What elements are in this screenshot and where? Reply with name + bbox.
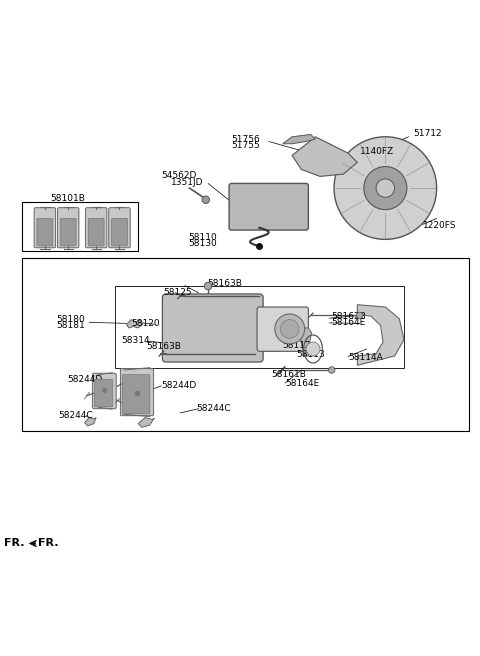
Circle shape — [202, 196, 209, 203]
Text: 51712: 51712 — [413, 129, 442, 138]
FancyBboxPatch shape — [122, 375, 150, 414]
Text: 58180: 58180 — [56, 315, 85, 324]
Text: 1351JD: 1351JD — [171, 178, 204, 187]
Circle shape — [280, 319, 299, 338]
Polygon shape — [283, 134, 315, 144]
Text: 1220FS: 1220FS — [423, 221, 456, 230]
Text: 58101B: 58101B — [51, 194, 85, 203]
Circle shape — [376, 179, 395, 197]
Text: 58114A: 58114A — [348, 353, 383, 362]
Circle shape — [275, 314, 305, 344]
Polygon shape — [357, 304, 404, 365]
Circle shape — [328, 367, 335, 373]
Text: 54562D: 54562D — [161, 171, 197, 180]
Polygon shape — [138, 418, 155, 427]
FancyBboxPatch shape — [109, 208, 130, 248]
Polygon shape — [127, 319, 143, 328]
FancyBboxPatch shape — [85, 208, 107, 248]
Bar — [22, 202, 138, 251]
Text: 58314: 58314 — [121, 336, 150, 344]
Text: FR.: FR. — [4, 539, 24, 548]
FancyBboxPatch shape — [60, 218, 76, 246]
Text: 1140FZ: 1140FZ — [360, 147, 394, 156]
Text: 58244C: 58244C — [196, 403, 231, 413]
Text: 58244C: 58244C — [58, 411, 93, 420]
Circle shape — [306, 342, 320, 356]
FancyBboxPatch shape — [257, 307, 308, 352]
FancyBboxPatch shape — [37, 218, 53, 246]
Text: 58161B: 58161B — [271, 370, 306, 379]
Text: 58125: 58125 — [164, 287, 192, 297]
Text: 58164E: 58164E — [285, 379, 319, 388]
Text: 58110: 58110 — [189, 233, 217, 242]
FancyBboxPatch shape — [34, 208, 56, 248]
Text: 51755: 51755 — [231, 140, 260, 150]
Text: 58162B: 58162B — [332, 312, 366, 321]
Polygon shape — [28, 541, 36, 546]
Text: 58164E: 58164E — [332, 318, 366, 327]
Text: 58181: 58181 — [56, 321, 85, 330]
Circle shape — [364, 167, 407, 210]
FancyBboxPatch shape — [162, 294, 263, 362]
Polygon shape — [84, 418, 96, 426]
Text: 51756: 51756 — [231, 134, 260, 144]
FancyBboxPatch shape — [58, 208, 79, 248]
FancyBboxPatch shape — [111, 218, 127, 246]
FancyBboxPatch shape — [94, 379, 112, 407]
Circle shape — [334, 137, 437, 239]
Text: 58244D: 58244D — [67, 375, 102, 384]
Text: 58163B: 58163B — [146, 342, 181, 351]
FancyBboxPatch shape — [120, 369, 154, 416]
FancyBboxPatch shape — [93, 373, 116, 409]
Text: 58120: 58120 — [131, 319, 159, 328]
Polygon shape — [299, 328, 312, 356]
Text: 58130: 58130 — [189, 239, 217, 248]
Circle shape — [357, 312, 363, 319]
Text: FR.: FR. — [38, 539, 59, 548]
Bar — [22, 258, 469, 430]
FancyBboxPatch shape — [88, 218, 104, 246]
Text: 58112: 58112 — [283, 341, 312, 350]
Polygon shape — [292, 137, 357, 176]
FancyBboxPatch shape — [229, 184, 308, 230]
Text: 58163B: 58163B — [207, 279, 242, 288]
Text: 58244D: 58244D — [161, 381, 197, 390]
Text: 58113: 58113 — [297, 350, 325, 359]
Bar — [115, 286, 404, 367]
Circle shape — [204, 282, 212, 290]
